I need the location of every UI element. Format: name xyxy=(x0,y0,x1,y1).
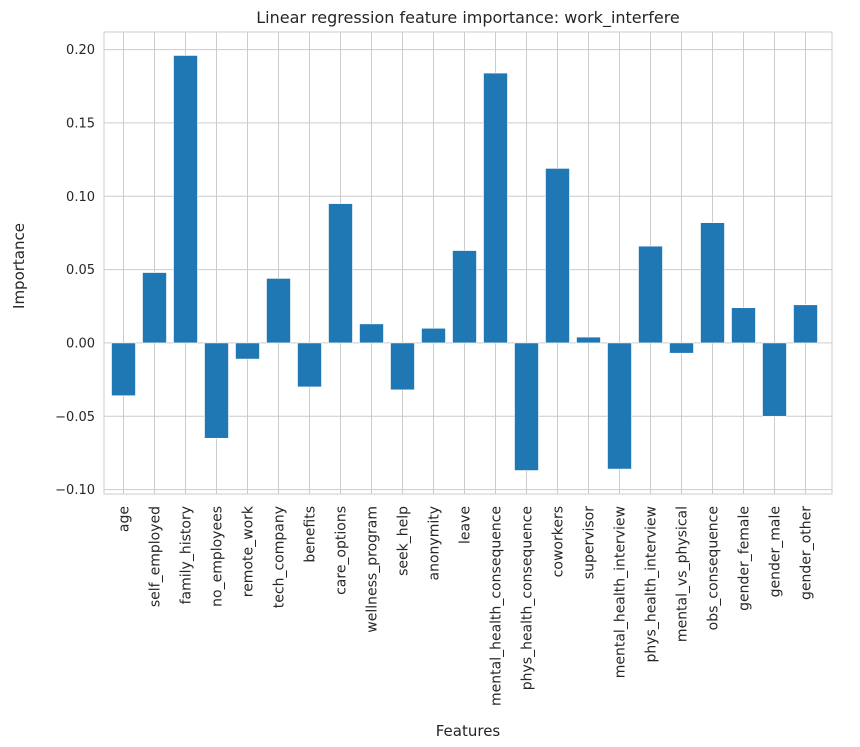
bar-mental-vs-physical xyxy=(669,342,694,354)
y-axis-label: Importance xyxy=(10,223,28,309)
y-tick-label: 0.05 xyxy=(66,263,95,278)
y-tick-label: −0.05 xyxy=(55,410,95,425)
x-tick-label: gender_other xyxy=(799,506,815,600)
x-tick-label: care_options xyxy=(334,506,350,595)
x-tick-label: coworkers xyxy=(551,506,567,577)
plot-frame xyxy=(103,31,833,495)
bar-self-employed xyxy=(142,272,167,344)
bar-age xyxy=(111,342,136,397)
x-tick-label: tech_company xyxy=(272,506,288,608)
bar-mental-health-interview xyxy=(607,342,632,470)
bar-leave xyxy=(452,250,477,344)
x-tick-label: phys_health_interview xyxy=(644,506,660,663)
bar-remote-work xyxy=(235,342,260,360)
bar-wellness-program xyxy=(359,323,384,344)
bar-mental-health-consequence xyxy=(483,72,508,344)
x-tick-label: mental_health_interview xyxy=(613,506,629,678)
x-tick-label: obs_consequence xyxy=(706,506,722,630)
x-tick-label: benefits xyxy=(303,506,319,563)
x-tick-label: no_employees xyxy=(210,506,226,607)
bar-gender-male xyxy=(762,342,787,417)
bar-phys-health-consequence xyxy=(514,342,539,471)
x-tick-label: self_employed xyxy=(148,506,164,607)
y-tick-label: 0.15 xyxy=(66,116,95,131)
y-tick-label: −0.10 xyxy=(55,483,95,498)
x-tick-labels: age self_employed family_history no_employe… xyxy=(117,505,815,706)
bar-care-options xyxy=(328,203,353,344)
y-tick-label: 0.00 xyxy=(66,336,95,351)
y-tick-label: 0.20 xyxy=(66,43,95,58)
x-tick-label: leave xyxy=(458,506,474,544)
bar-seek-help xyxy=(390,342,415,391)
y-tick-labels: −0.10 −0.05 0.00 0.05 0.10 0.15 0.20 xyxy=(55,43,95,498)
x-axis-label: Features xyxy=(436,722,501,740)
bar-tech-company xyxy=(266,278,291,344)
bar-family-history xyxy=(173,55,198,344)
bar-no-employees xyxy=(204,342,229,439)
x-tick-label: mental_vs_physical xyxy=(675,506,691,642)
x-tick-label: supervisor xyxy=(582,506,598,579)
x-tick-label: gender_female xyxy=(737,506,753,611)
x-tick-label: phys_health_consequence xyxy=(520,506,536,690)
x-tick-label: age xyxy=(117,506,133,532)
y-tick-label: 0.10 xyxy=(66,190,95,205)
bar-benefits xyxy=(297,342,322,388)
chart-title: Linear regression feature importance: wo… xyxy=(256,8,680,28)
x-tick-label: family_history xyxy=(179,506,195,604)
x-tick-label: mental_health_consequence xyxy=(489,506,505,706)
bar-gender-female xyxy=(731,307,756,344)
bar-coworkers xyxy=(545,168,570,344)
bar-obs-consequence xyxy=(700,222,725,344)
x-tick-label: wellness_program xyxy=(365,506,381,633)
bar-supervisor xyxy=(576,336,601,344)
x-tick-label: anonymity xyxy=(427,506,443,580)
bar-gender-other xyxy=(793,304,818,344)
x-tick-label: seek_help xyxy=(396,506,412,576)
x-tick-label: remote_work xyxy=(241,505,257,597)
bar-phys-health-interview xyxy=(638,245,663,344)
bars xyxy=(111,55,818,471)
bar-anonymity xyxy=(421,327,446,344)
x-tick-label: gender_male xyxy=(768,506,784,597)
